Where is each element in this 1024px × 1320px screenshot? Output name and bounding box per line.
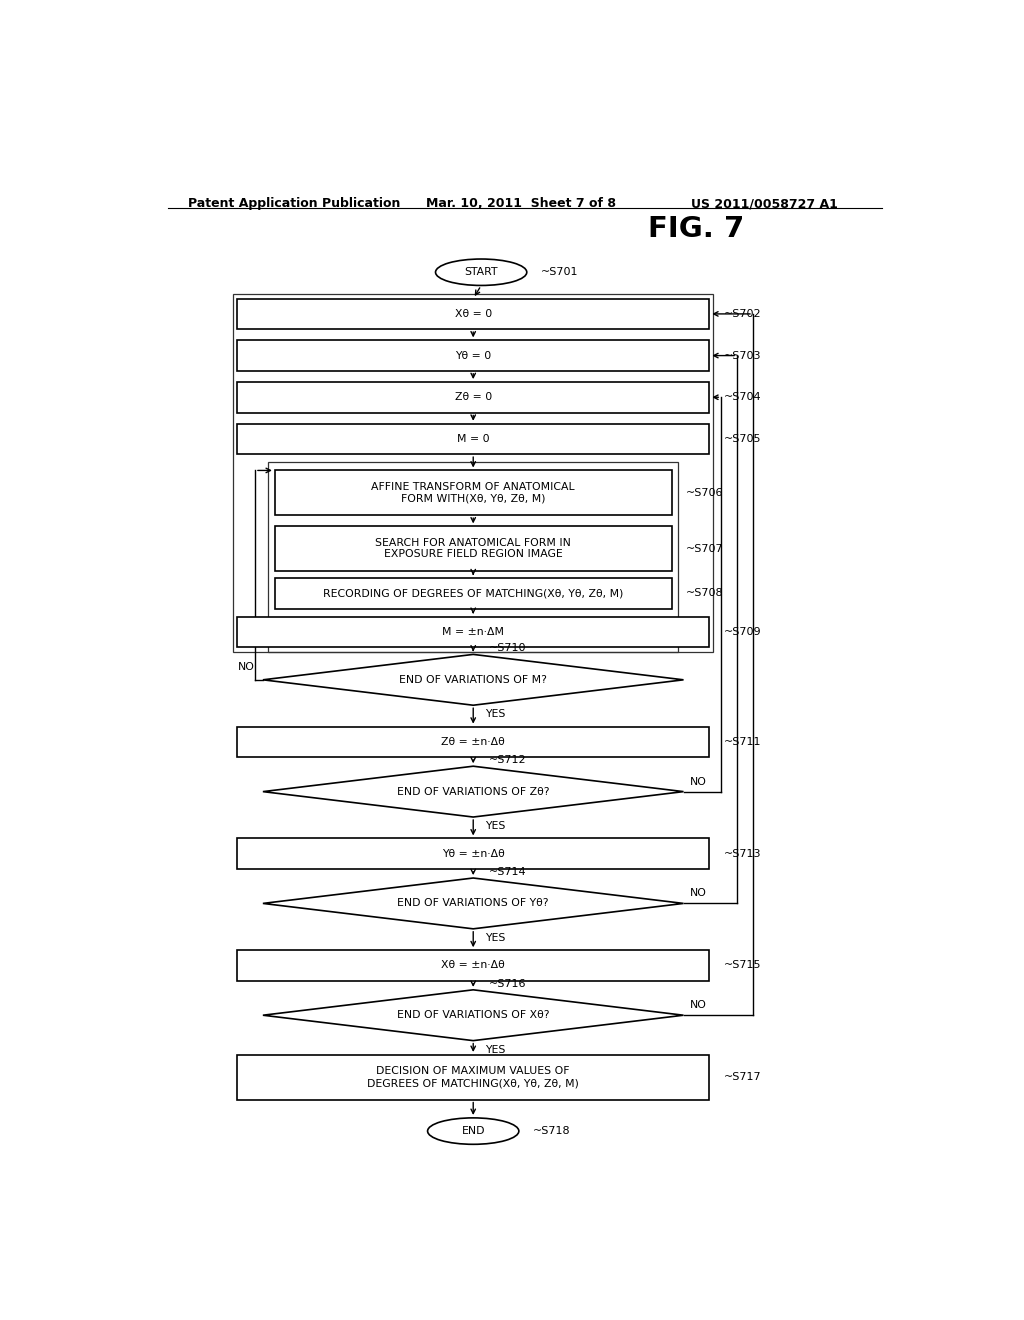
Text: NO: NO bbox=[239, 661, 255, 672]
Text: YES: YES bbox=[485, 1044, 506, 1055]
Text: END OF VARIATIONS OF M?: END OF VARIATIONS OF M? bbox=[399, 675, 547, 685]
Text: ~S714: ~S714 bbox=[489, 867, 526, 876]
FancyBboxPatch shape bbox=[238, 424, 710, 454]
Text: M = ±n·ΔM: M = ±n·ΔM bbox=[442, 627, 504, 638]
Text: RECORDING OF DEGREES OF MATCHING(Xθ, Yθ, Zθ, M): RECORDING OF DEGREES OF MATCHING(Xθ, Yθ,… bbox=[323, 589, 624, 598]
Text: AFFINE TRANSFORM OF ANATOMICAL
FORM WITH(Xθ, Yθ, Zθ, M): AFFINE TRANSFORM OF ANATOMICAL FORM WITH… bbox=[372, 482, 575, 504]
Text: YES: YES bbox=[485, 821, 506, 832]
FancyBboxPatch shape bbox=[238, 950, 710, 981]
FancyBboxPatch shape bbox=[238, 298, 710, 329]
Text: ~S709: ~S709 bbox=[724, 627, 761, 638]
Ellipse shape bbox=[428, 1118, 519, 1144]
Text: ~S713: ~S713 bbox=[724, 849, 761, 858]
Ellipse shape bbox=[435, 259, 526, 285]
Text: Yθ = 0: Yθ = 0 bbox=[455, 351, 492, 360]
Text: DECISION OF MAXIMUM VALUES OF
DEGREES OF MATCHING(Xθ, Yθ, Zθ, M): DECISION OF MAXIMUM VALUES OF DEGREES OF… bbox=[368, 1067, 580, 1088]
Polygon shape bbox=[263, 766, 684, 817]
Text: ~S706: ~S706 bbox=[686, 488, 723, 498]
Text: YES: YES bbox=[485, 709, 506, 719]
Text: ~S707: ~S707 bbox=[686, 544, 724, 553]
FancyBboxPatch shape bbox=[274, 578, 672, 609]
Polygon shape bbox=[263, 878, 684, 929]
Text: ~S715: ~S715 bbox=[724, 961, 761, 970]
Text: END OF VARIATIONS OF Yθ?: END OF VARIATIONS OF Yθ? bbox=[397, 899, 549, 908]
Text: ~S712: ~S712 bbox=[489, 755, 526, 766]
Text: FIG. 7: FIG. 7 bbox=[648, 215, 744, 243]
FancyBboxPatch shape bbox=[238, 838, 710, 869]
Text: END OF VARIATIONS OF Xθ?: END OF VARIATIONS OF Xθ? bbox=[397, 1010, 550, 1020]
Polygon shape bbox=[263, 990, 684, 1040]
Text: ~S716: ~S716 bbox=[489, 978, 526, 989]
Text: ~S708: ~S708 bbox=[686, 589, 724, 598]
Text: Xθ = 0: Xθ = 0 bbox=[455, 309, 492, 319]
FancyBboxPatch shape bbox=[238, 726, 710, 758]
FancyBboxPatch shape bbox=[274, 527, 672, 572]
FancyBboxPatch shape bbox=[274, 470, 672, 515]
Text: NO: NO bbox=[690, 888, 707, 899]
FancyBboxPatch shape bbox=[238, 616, 710, 647]
FancyBboxPatch shape bbox=[238, 1055, 710, 1100]
Text: Mar. 10, 2011  Sheet 7 of 8: Mar. 10, 2011 Sheet 7 of 8 bbox=[426, 197, 615, 210]
Text: ~S718: ~S718 bbox=[534, 1126, 570, 1137]
FancyBboxPatch shape bbox=[238, 341, 710, 371]
Text: ~S705: ~S705 bbox=[724, 434, 761, 444]
Text: ~S702: ~S702 bbox=[724, 309, 761, 319]
Text: NO: NO bbox=[690, 776, 707, 787]
Text: Zθ = ±n·Δθ: Zθ = ±n·Δθ bbox=[441, 737, 505, 747]
Text: Patent Application Publication: Patent Application Publication bbox=[187, 197, 400, 210]
Text: END OF VARIATIONS OF Zθ?: END OF VARIATIONS OF Zθ? bbox=[397, 787, 550, 796]
FancyBboxPatch shape bbox=[238, 381, 710, 412]
Text: M = 0: M = 0 bbox=[457, 434, 489, 444]
Text: Yθ = ±n·Δθ: Yθ = ±n·Δθ bbox=[441, 849, 505, 858]
Text: ~S701: ~S701 bbox=[541, 267, 579, 277]
Text: YES: YES bbox=[485, 933, 506, 942]
Text: END: END bbox=[462, 1126, 485, 1137]
Text: SEARCH FOR ANATOMICAL FORM IN
EXPOSURE FIELD REGION IMAGE: SEARCH FOR ANATOMICAL FORM IN EXPOSURE F… bbox=[375, 537, 571, 560]
Text: ~S717: ~S717 bbox=[724, 1072, 761, 1082]
Text: ~S703: ~S703 bbox=[724, 351, 761, 360]
Text: ~S711: ~S711 bbox=[724, 737, 761, 747]
Text: NO: NO bbox=[690, 1001, 707, 1010]
Text: START: START bbox=[465, 267, 498, 277]
Text: ~S710: ~S710 bbox=[489, 643, 526, 653]
Text: Xθ = ±n·Δθ: Xθ = ±n·Δθ bbox=[441, 961, 505, 970]
Text: Zθ = 0: Zθ = 0 bbox=[455, 392, 492, 403]
Text: US 2011/0058727 A1: US 2011/0058727 A1 bbox=[691, 197, 839, 210]
Text: ~S704: ~S704 bbox=[724, 392, 761, 403]
Polygon shape bbox=[263, 655, 684, 705]
